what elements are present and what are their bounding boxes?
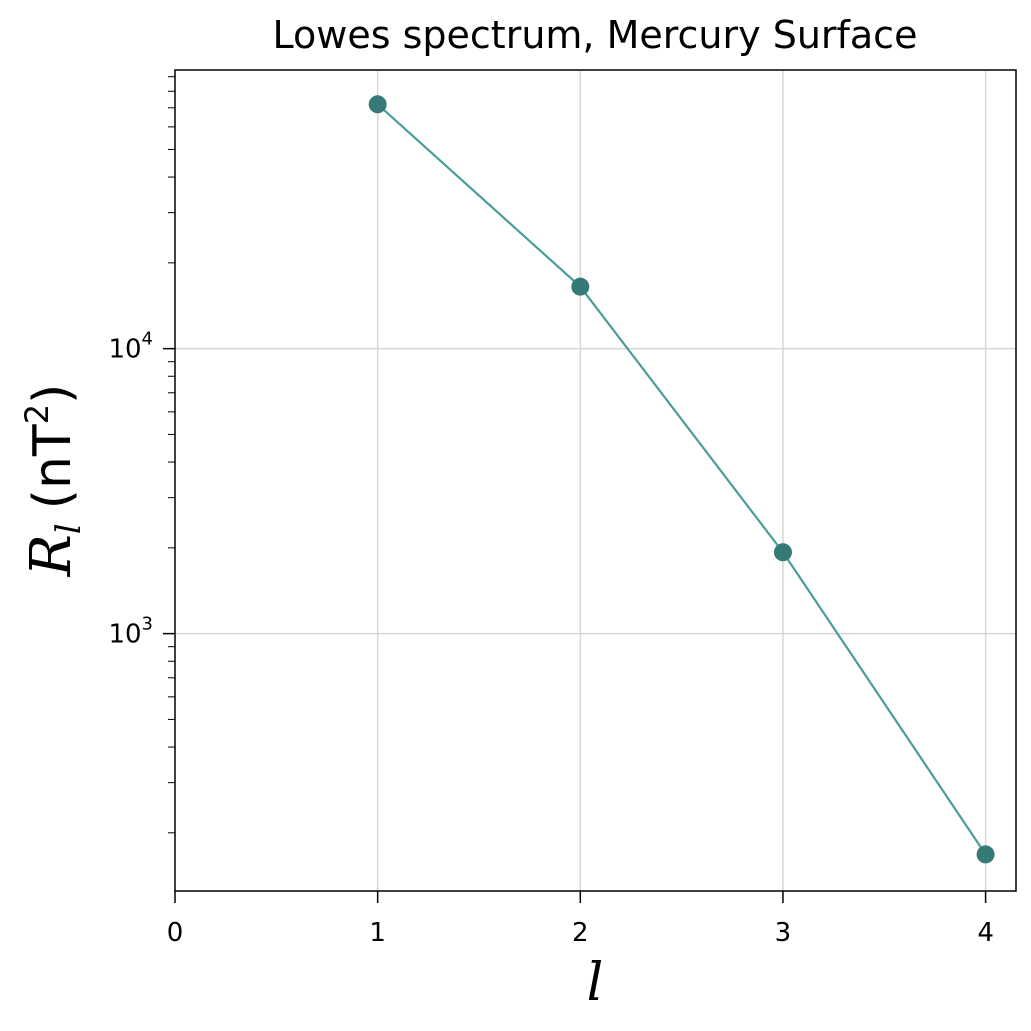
y-axis-label-unit-open: (nT: [23, 424, 83, 509]
x-tick-label: 3: [775, 918, 792, 948]
data-point: [571, 277, 590, 296]
axis-major-ticks: [163, 347, 987, 903]
x-tick-label: 4: [977, 918, 994, 948]
plot-frame: [174, 69, 1017, 892]
x-tick-labels: 0 1 2 3 4: [167, 918, 994, 948]
x-axis-label: l: [587, 953, 604, 1013]
y-tick-label: 104: [108, 329, 153, 365]
grid-lines: [175, 70, 1016, 891]
y-axis-label-unit-close: ): [23, 384, 83, 404]
y-tick-base: 10: [108, 620, 141, 650]
y-axis-label-subscript: l: [49, 523, 89, 534]
y-axis-label: Rl (nT2): [18, 384, 89, 578]
y-axis-label-unit-power: 2: [18, 404, 56, 424]
y-minor-ticks: [168, 76, 175, 834]
y-axis-label-symbol: R: [19, 534, 84, 577]
chart-title: Lowes spectrum, Mercury Surface: [273, 13, 918, 57]
data-point: [773, 543, 792, 562]
y-tick-base: 10: [108, 335, 141, 365]
x-tick-label: 2: [572, 918, 589, 948]
series-line: [376, 103, 987, 856]
y-tick-label: 103: [108, 614, 153, 650]
y-tick-exponent: 4: [142, 329, 153, 350]
series-line-group: [368, 95, 995, 864]
data-point: [976, 845, 995, 864]
x-tick-label: 0: [167, 918, 184, 948]
x-tick-label: 1: [369, 918, 386, 948]
y-tick-exponent: 3: [142, 614, 153, 635]
data-point: [368, 95, 387, 114]
